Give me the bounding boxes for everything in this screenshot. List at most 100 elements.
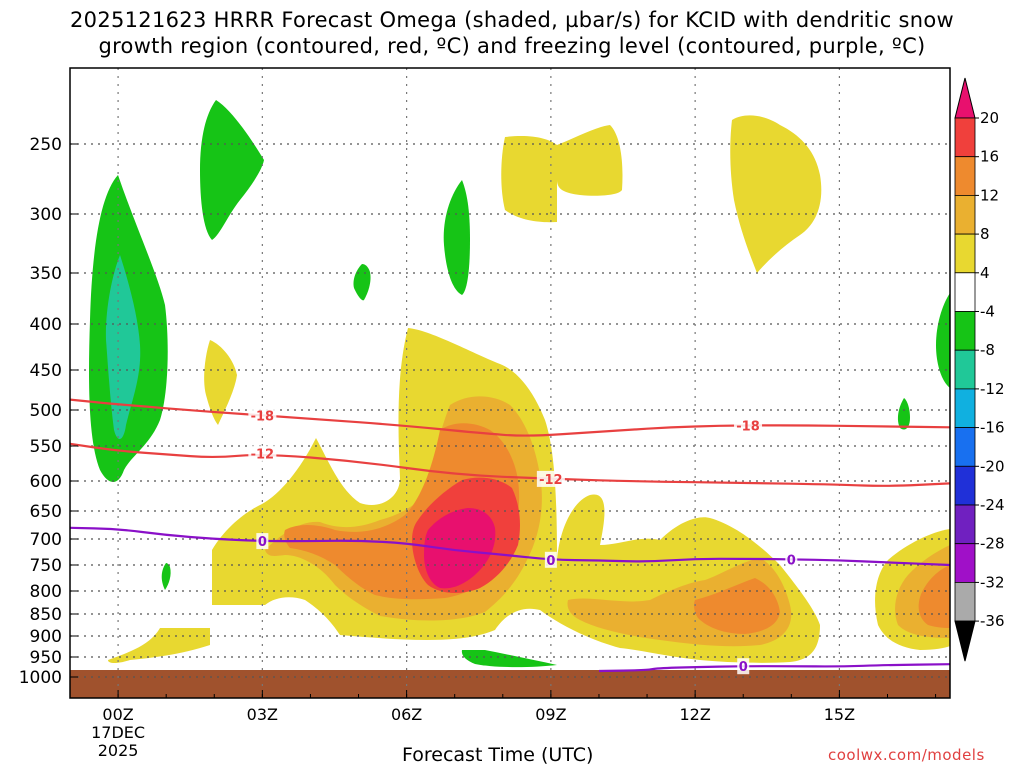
omega-region-yellow-lowlevel-left — [108, 628, 210, 663]
contour-label-bg — [256, 533, 269, 550]
y-tick-label: 800 — [30, 582, 62, 602]
omega-shading — [70, 100, 950, 698]
y-tick-label: 600 — [30, 472, 62, 492]
colorbar: 20 16 12 8 4 -4 -8 -12 -16 -20 -24 -28 -32 -36 — [954, 77, 1005, 662]
chart-title-line1: 2025121623 HRRR Forecast Omega (shaded, … — [70, 8, 954, 32]
colorbar-swatch — [954, 543, 976, 583]
omega-region-yellow-upper-right — [730, 115, 822, 273]
y-tick-label: 850 — [30, 605, 62, 625]
ground-below-surface — [70, 670, 950, 698]
contour-label: -18 — [736, 419, 760, 434]
y-tick-label: 700 — [30, 530, 62, 550]
colorbar-label: -4 — [980, 303, 995, 321]
omega-region-teal-left — [105, 255, 141, 440]
omega-region-green-01z — [161, 563, 171, 590]
omega-region-green-07z — [443, 180, 470, 295]
x-tick-label: 06Z — [391, 705, 422, 724]
colorbar-label: 16 — [980, 148, 999, 166]
temperature-contours: -18 -18 -12 -12 0 0 0 0 — [70, 398, 950, 675]
colorbar-label: -36 — [980, 612, 1005, 630]
y-tick-label: 900 — [30, 627, 62, 647]
y-tick-label: 500 — [30, 401, 62, 421]
colorbar-bottom-arrow — [954, 620, 976, 662]
omega-region-green-02z — [200, 100, 264, 240]
colorbar-swatch — [954, 117, 976, 158]
x-tick-label: 15Z — [824, 705, 855, 724]
y-tick-label: 750 — [30, 556, 62, 576]
omega-region-green-lowlevel — [461, 650, 557, 668]
contour-label-bg — [248, 445, 277, 462]
contour-dgz-top — [70, 398, 950, 437]
plot-area: -18 -18 -12 -12 0 0 0 0 — [70, 68, 950, 698]
site-credit: coolwx.com/models — [828, 746, 985, 764]
omega-region-orange-right-edge — [918, 565, 950, 628]
x-tick-label: 12Z — [679, 705, 710, 724]
x-tick-label: 03Z — [247, 705, 278, 724]
contour-label: -18 — [251, 409, 275, 424]
y-tick-label: 300 — [30, 205, 62, 225]
x-axis-title: Forecast Time (UTC) — [402, 744, 594, 766]
colorbar-swatch — [954, 388, 976, 428]
omega-region-yellow-upper-mid2 — [557, 125, 623, 196]
x-date-label: 17DEC — [91, 723, 145, 742]
contour-label-bg — [734, 417, 763, 434]
contour-label-bg — [536, 470, 565, 487]
colorbar-label: -32 — [980, 573, 1005, 591]
contour-dgz-bottom — [70, 442, 950, 487]
colorbar-swatch — [954, 582, 976, 622]
colorbar-swatch — [954, 311, 976, 351]
y-tick-label: 350 — [30, 264, 62, 284]
colorbar-swatch — [954, 194, 976, 235]
colorbar-label: 12 — [980, 186, 999, 204]
colorbar-label: -16 — [980, 419, 1005, 437]
colorbar-label: -24 — [980, 496, 1005, 514]
colorbar-swatch — [954, 272, 976, 312]
contour-label: -12 — [251, 448, 275, 463]
x-tick-label: 09Z — [535, 705, 566, 724]
y-tick-label: 400 — [30, 315, 62, 335]
contour-label-bg — [785, 551, 798, 568]
y-tick-label: 650 — [30, 502, 62, 522]
colorbar-label: -28 — [980, 535, 1005, 553]
gridlines — [70, 68, 950, 698]
colorbar-swatch — [954, 427, 976, 467]
colorbar-swatch — [954, 504, 976, 545]
y-tick-label: 550 — [30, 437, 62, 457]
contour-label: 0 — [546, 554, 555, 569]
x-year-label: 2025 — [98, 741, 139, 760]
omega-region-orange-right-low — [694, 578, 780, 634]
y-axis: 250 300 350 400 450 500 550 600 650 700 750 800 8509… — [19, 135, 78, 688]
colorbar-label: 4 — [980, 264, 990, 282]
colorbar-swatch — [954, 349, 976, 390]
y-tick-label: 450 — [30, 361, 62, 381]
colorbar-label: -20 — [980, 457, 1005, 475]
omega-region-yellow-02z — [204, 340, 237, 425]
colorbar-label: -8 — [980, 341, 995, 359]
omega-region-magenta-core — [424, 508, 496, 589]
colorbar-swatch — [954, 465, 976, 506]
chart-title-line2: growth region (contoured, red, ºC) and f… — [98, 34, 926, 58]
colorbar-top-arrow — [954, 77, 976, 119]
contour-label-bg — [737, 658, 750, 675]
omega-region-green-right — [936, 293, 950, 388]
contour-label: 0 — [739, 660, 748, 675]
contour-freezing-level — [70, 526, 950, 567]
x-tick-label: 00Z — [102, 705, 133, 724]
omega-region-green-16z — [897, 398, 910, 430]
colorbar-label: 20 — [980, 109, 999, 127]
colorbar-swatch — [954, 233, 976, 274]
omega-region-yellow-upper-mid — [501, 135, 557, 223]
colorbar-label: -12 — [980, 380, 1005, 398]
contour-label: 0 — [787, 553, 796, 568]
contour-label-bg — [248, 407, 277, 424]
y-tick-label: 250 — [30, 135, 62, 155]
colorbar-swatch — [954, 156, 976, 196]
plot-frame — [69, 67, 951, 699]
contour-label: -12 — [539, 473, 563, 488]
contour-surface-freezing — [598, 663, 950, 673]
omega-region-green-05z — [353, 264, 371, 301]
y-tick-label: 1000 — [19, 668, 62, 688]
contour-label-bg — [544, 551, 557, 568]
